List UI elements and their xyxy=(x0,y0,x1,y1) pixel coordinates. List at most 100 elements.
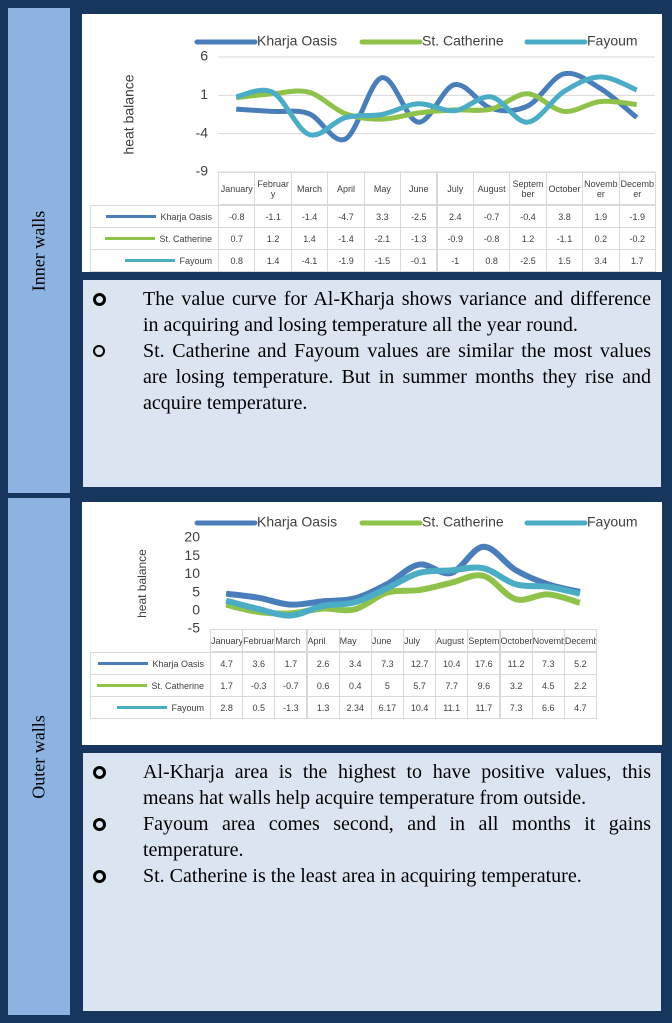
table-value: 0.2 xyxy=(582,227,620,250)
series-line xyxy=(225,543,581,608)
table-header: September xyxy=(509,172,547,205)
table-header: June xyxy=(400,172,438,205)
table-value: 1.4 xyxy=(254,249,292,272)
table-value: -0.4 xyxy=(509,205,547,228)
table-value: -0.7 xyxy=(472,205,511,228)
table-value: -0.8 xyxy=(218,205,256,228)
table-value: -1.3 xyxy=(274,696,308,719)
table-value: -2.1 xyxy=(363,227,402,250)
table-header: August xyxy=(472,172,511,205)
table-row-label: Fayoum xyxy=(90,696,211,719)
table-value: 5.2 xyxy=(563,652,597,675)
series-line xyxy=(235,88,638,122)
table-header: April xyxy=(327,172,365,205)
bullet-list: The value curve for Al-Kharja shows vari… xyxy=(91,286,651,416)
table-value: 1.4 xyxy=(290,227,329,250)
table-header: June xyxy=(370,629,404,652)
table-header: November xyxy=(582,172,620,205)
row-name: Fayoum xyxy=(171,702,204,713)
table-value: 2.2 xyxy=(563,674,597,697)
table-value: 11.2 xyxy=(499,652,533,675)
y-tick-label: 10 xyxy=(184,565,200,581)
table-value: 17.6 xyxy=(467,652,501,675)
table-value: 5 xyxy=(370,674,404,697)
table-header: September xyxy=(467,629,501,652)
table-row-label: St. Catherine xyxy=(90,227,219,250)
table-value: -0.1 xyxy=(400,249,438,272)
table-value: -0.2 xyxy=(618,227,656,250)
table-value: 3.6 xyxy=(242,652,276,675)
row-name: Kharja Oasis xyxy=(152,658,204,669)
table-value: 3.3 xyxy=(363,205,402,228)
table-value: 1.2 xyxy=(509,227,547,250)
chart-plot: -5 0 5 10 15 20 heat balance Kharja Oasis St. Ca… xyxy=(135,514,638,636)
table-header: July xyxy=(436,172,474,205)
table-header: December xyxy=(563,629,597,652)
table-header: March xyxy=(274,629,308,652)
legend-label: St. Catherine xyxy=(422,33,504,49)
y-axis-label: heat balance xyxy=(135,549,149,618)
table-value: 4.5 xyxy=(531,674,565,697)
table-value: 1.9 xyxy=(582,205,620,228)
table-header: November xyxy=(531,629,565,652)
bullet: Al-Kharja area is the highest to have po… xyxy=(91,759,651,811)
table-value: 4.7 xyxy=(210,652,244,675)
table-header: April xyxy=(306,629,340,652)
chart: -5 0 5 10 15 20 heat balance Kharja Oasis St. Ca… xyxy=(82,502,662,745)
y-tick-label: 5 xyxy=(192,583,200,599)
table-value: 0.8 xyxy=(472,249,511,272)
table-value: 2.34 xyxy=(338,696,372,719)
legend-label: Kharja Oasis xyxy=(257,514,337,530)
y-tick-label: 15 xyxy=(184,547,200,563)
legend-label: Fayoum xyxy=(587,33,638,49)
table-header: October xyxy=(545,172,584,205)
table-value: 0.6 xyxy=(306,674,340,697)
table-value: -0.3 xyxy=(242,674,276,697)
table-value: 3.8 xyxy=(545,205,584,228)
table-header: March xyxy=(290,172,329,205)
table-value: 1.3 xyxy=(306,696,340,719)
notes: The value curve for Al-Kharja shows vari… xyxy=(82,279,662,488)
row-name: Fayoum xyxy=(179,255,212,266)
table-value: 10.4 xyxy=(435,652,469,675)
bullet: The value curve for Al-Kharja shows vari… xyxy=(91,286,651,338)
table-value: -1.9 xyxy=(327,249,365,272)
table-value: 4.7 xyxy=(563,696,597,719)
table-value: 11.7 xyxy=(467,696,501,719)
table-header: May xyxy=(338,629,372,652)
table-header: February xyxy=(242,629,276,652)
table-value: 1.7 xyxy=(618,249,656,272)
y-tick-label: 20 xyxy=(184,529,200,545)
row-label-cell: Inner walls xyxy=(8,8,70,493)
table-value: -1.3 xyxy=(400,227,438,250)
table-value: 6.6 xyxy=(531,696,565,719)
table-value: -2.5 xyxy=(509,249,547,272)
table-value: 6.17 xyxy=(370,696,404,719)
y-tick-label: 6 xyxy=(200,48,208,64)
row-name: St. Catherine xyxy=(159,233,212,244)
table-value: -1.5 xyxy=(363,249,402,272)
table-header: October xyxy=(499,629,533,652)
table-value: -0.9 xyxy=(436,227,474,250)
table-value: -1.9 xyxy=(618,205,656,228)
table-value: 7.7 xyxy=(435,674,469,697)
table-value: 11.1 xyxy=(435,696,469,719)
table-header: December xyxy=(618,172,656,205)
y-axis-label: heat balance xyxy=(121,74,137,154)
table-value: -4.1 xyxy=(290,249,329,272)
table-value: 12.7 xyxy=(403,652,437,675)
series-line xyxy=(225,564,581,619)
table-row-label: Kharja Oasis xyxy=(90,205,219,228)
y-tick-label: 1 xyxy=(200,86,208,102)
legend-label: Kharja Oasis xyxy=(257,33,337,49)
series-line xyxy=(235,74,638,138)
table-value: 0.5 xyxy=(242,696,276,719)
legend-label: Fayoum xyxy=(587,514,638,530)
table-value: -1.4 xyxy=(290,205,329,228)
row-name: St. Catherine xyxy=(151,680,204,691)
table-value: -1.1 xyxy=(545,227,584,250)
table-value: 1.5 xyxy=(545,249,584,272)
table-value: -1.4 xyxy=(327,227,365,250)
table-header: May xyxy=(363,172,402,205)
